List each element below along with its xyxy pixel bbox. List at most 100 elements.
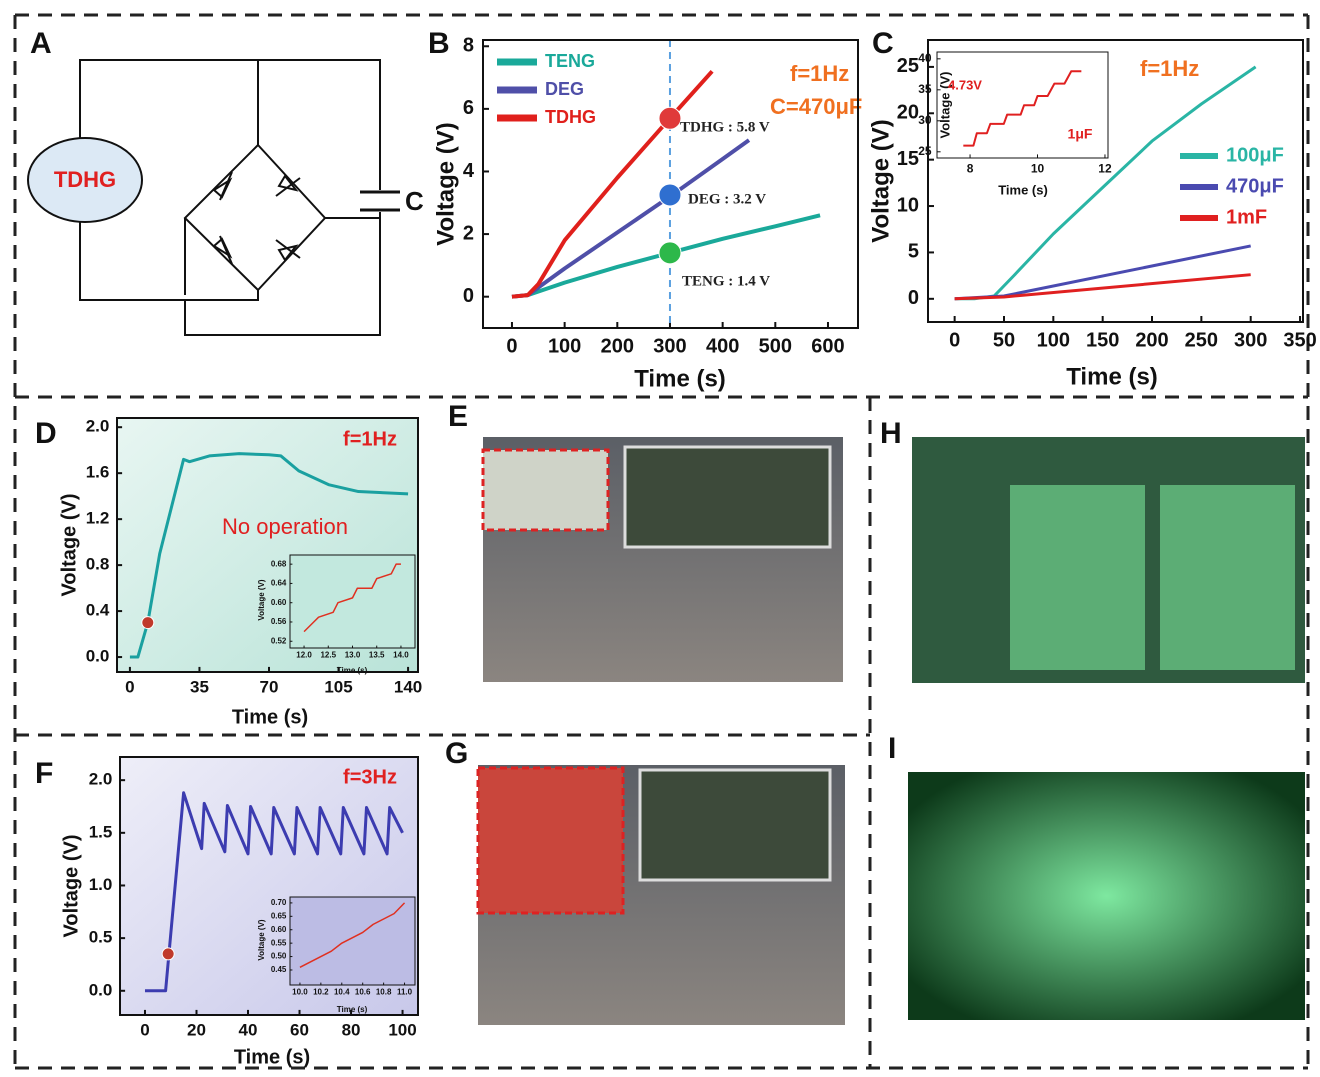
y-tick-label: 0 [463,285,474,307]
x-tick-label: 80 [342,1021,361,1040]
x-tick-label: 40 [239,1021,258,1040]
x-axis-label: Time (s) [337,1005,368,1014]
capacitor-label: C [405,186,424,216]
marker-point [142,617,154,629]
y-axis-label: Voltage (V) [432,122,459,246]
y-tick-label: 2.0 [86,417,110,436]
x-tick-label: 11.0 [397,988,413,997]
y-tick-label: 0.0 [86,647,110,666]
x-tick-label: 50 [993,329,1015,351]
x-tick-label: 300 [1234,329,1267,351]
annotation: No operation [222,514,348,539]
x-tick-label: 0 [140,1021,149,1040]
x-axis-label: Time (s) [232,706,308,728]
panel-label: C [872,27,894,60]
x-tick-label: 0 [125,678,134,697]
y-tick-label: 2.0 [89,770,113,789]
y-tick-label: 0.65 [271,911,287,920]
led-board [1010,485,1145,670]
photo-inset [483,450,608,530]
y-tick-label: 0.56 [271,617,287,626]
y-tick-label: 0.4 [86,601,110,620]
annotation: C=470μF [770,94,862,119]
annotation: f=1Hz [1140,56,1199,81]
y-tick-label: 4 [463,160,475,182]
x-tick-label: 250 [1185,329,1218,351]
panel-label: I [888,732,896,765]
x-tick-label: 13.5 [369,651,385,660]
annotation: TDHG : 5.8 V [680,119,770,135]
y-tick-label: 1.0 [89,875,113,894]
y-tick-label: 30 [918,113,932,127]
photo-screen [640,770,830,880]
legend-label: TDHG [545,107,596,127]
y-tick-label: 5 [908,241,919,263]
y-tick-label: 0.0 [89,980,113,999]
plot-background [290,897,415,985]
x-tick-label: 10.2 [313,988,329,997]
panel-label: F [35,757,53,790]
x-tick-label: 200 [601,335,634,357]
panel-label: E [448,400,468,433]
y-axis-label: Voltage (V) [257,919,266,961]
x-tick-label: 10.8 [376,988,392,997]
x-tick-label: 14.0 [393,651,409,660]
y-tick-label: 20 [897,102,919,124]
photo-i [908,772,1305,1020]
y-tick-label: 0.60 [271,598,287,607]
annotation: f=1Hz [790,61,849,86]
marker-point [659,242,681,264]
y-tick-label: 2 [463,222,474,244]
y-tick-label: 0.8 [86,555,110,574]
x-tick-label: 35 [190,678,209,697]
x-axis-label: Time (s) [998,182,1048,197]
y-tick-label: 25 [918,144,932,158]
y-tick-label: 15 [897,148,919,170]
figure: TDHG C 010020030040050060002468Time (s)V… [0,0,1320,1072]
y-tick-label: 0.50 [271,952,287,961]
x-tick-label: 0 [949,329,960,351]
led-board [1160,485,1295,670]
y-tick-label: 0.68 [271,559,287,568]
legend-label: 470μF [1226,175,1284,197]
y-tick-label: 6 [463,97,474,119]
y-tick-label: 0.52 [271,636,287,645]
series-line [512,71,712,296]
x-tick-label: 400 [706,335,739,357]
x-tick-label: 10.0 [292,988,308,997]
x-tick-label: 12.5 [320,651,336,660]
y-tick-label: 40 [918,51,932,65]
x-tick-label: 200 [1135,329,1168,351]
x-tick-label: 100 [548,335,581,357]
y-axis-label: Voltage (V) [58,494,80,597]
marker-point [659,184,681,206]
y-tick-label: 8 [463,35,474,57]
y-tick-label: 1.2 [86,509,110,528]
y-tick-label: 0.64 [271,579,287,588]
plot-background [290,555,415,648]
x-tick-label: 140 [394,678,422,697]
legend-label: TENG [545,51,595,71]
y-axis-label: Voltage (V) [257,579,266,621]
legend-label: f=3Hz [343,766,397,788]
legend-label: 1μF [1068,126,1093,142]
marker-point [659,107,681,129]
y-tick-label: 1.6 [86,463,110,482]
x-tick-label: 13.0 [345,651,361,660]
x-tick-label: 60 [290,1021,309,1040]
x-tick-label: 12.0 [296,651,312,660]
y-tick-label: 0.60 [271,925,287,934]
x-tick-label: 150 [1086,329,1119,351]
y-tick-label: 10 [897,194,919,216]
y-tick-label: 25 [897,55,919,77]
legend-label: DEG [545,79,584,99]
panel-label: D [35,417,57,450]
panel-label: B [428,27,450,60]
y-tick-label: 0.55 [271,938,287,947]
y-tick-label: 0.5 [89,928,113,947]
x-axis-label: Time (s) [337,666,368,675]
photo-screen [625,447,830,547]
legend-label: 1mF [1226,206,1267,228]
x-tick-label: 100 [388,1021,416,1040]
y-axis-label: Voltage (V) [867,119,894,243]
